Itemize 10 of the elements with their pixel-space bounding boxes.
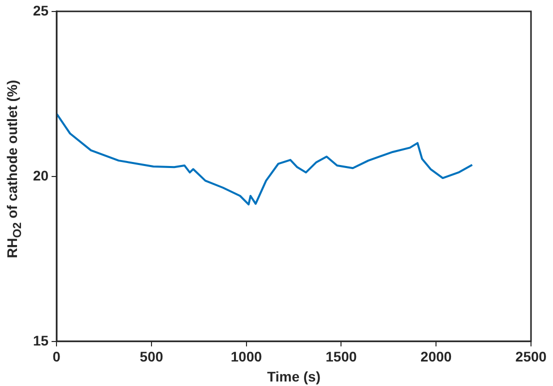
x-tick-label: 2500 — [515, 348, 547, 365]
x-axis-title: Time (s) — [267, 368, 321, 384]
x-tick-label: 0 — [52, 348, 61, 365]
y-tick-label: 15 — [32, 332, 49, 348]
y-tick-label: 25 — [32, 2, 49, 18]
x-tick-label: 500 — [140, 348, 164, 365]
y-tick-label: 20 — [32, 167, 49, 184]
x-tick-label: 1000 — [230, 348, 262, 365]
x-tick-label: 1500 — [326, 348, 358, 365]
x-tick-label: 2000 — [420, 348, 452, 365]
